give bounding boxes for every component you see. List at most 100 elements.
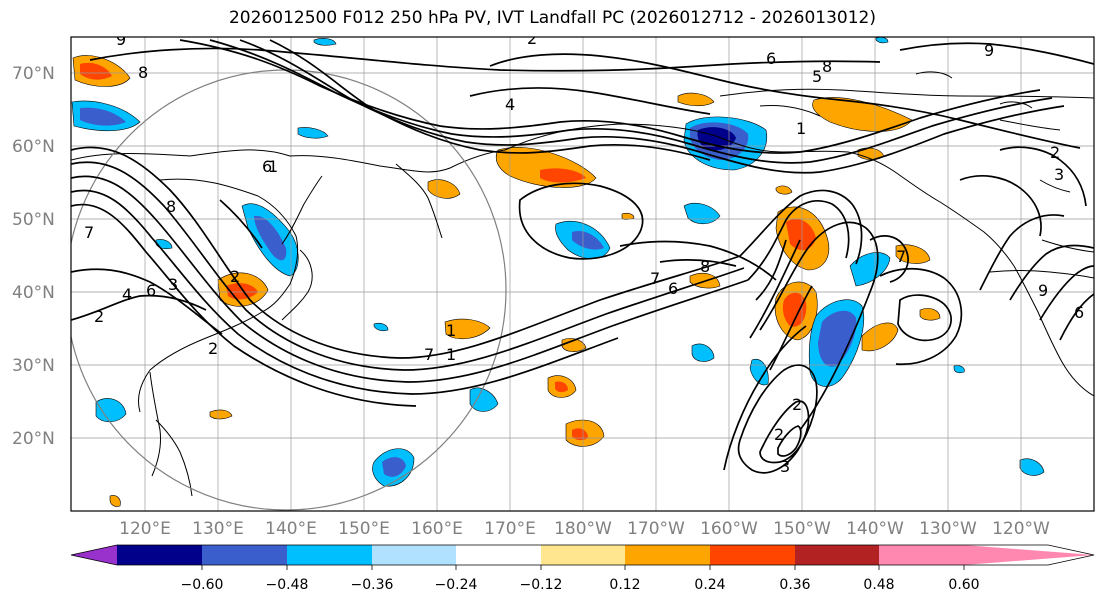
- lon-label: 150°E: [338, 519, 390, 539]
- colorbar-tick-label: −0.24: [435, 577, 478, 593]
- positive-anomaly: [919, 308, 941, 321]
- positive-anomaly: [775, 185, 793, 195]
- colorbar-tick-label: −0.48: [266, 577, 309, 593]
- negative-anomaly: [155, 239, 173, 250]
- contour-label: 9: [984, 41, 994, 60]
- colorbar-extend-high: [964, 545, 1094, 565]
- negative-anomaly: [469, 387, 499, 412]
- positive-anomaly-core: [786, 218, 816, 251]
- colorbar-segment: [456, 545, 541, 565]
- negative-anomaly: [297, 127, 329, 139]
- contour-label: 8: [138, 63, 148, 82]
- contour-label: 6: [262, 157, 272, 176]
- colorbar-extend-low: [71, 545, 117, 565]
- coastlines: [71, 71, 1094, 497]
- negative-anomaly-core: [572, 230, 604, 250]
- colorbar-segment: [710, 545, 795, 565]
- colorbar-segment: [117, 545, 202, 565]
- contour-label: 7: [650, 269, 660, 288]
- contour-label: 1: [796, 119, 806, 138]
- colorbar-tick-label: −0.12: [520, 577, 563, 593]
- contour-label: 2: [792, 395, 802, 414]
- positive-anomaly-core: [782, 292, 807, 327]
- lon-label: 160°W: [700, 519, 758, 539]
- lon-label: 140°E: [265, 519, 317, 539]
- contour-label: 8: [822, 57, 832, 76]
- contour-label: 2: [774, 425, 784, 444]
- longitude-labels: 120°E 130°E 140°E 150°E 160°E 170°E 180°…: [119, 519, 1050, 539]
- contour-label: 3: [168, 275, 178, 294]
- lon-label: 180°W: [554, 519, 612, 539]
- ivt-contours: [71, 39, 1094, 474]
- negative-anomaly: [691, 343, 715, 362]
- contour-label: 2: [208, 339, 218, 358]
- colorbar-segment: [879, 545, 964, 565]
- positive-anomaly: [677, 92, 715, 107]
- contour-label: 1: [446, 321, 456, 340]
- map-title: 2026012500 F012 250 hPa PV, IVT Landfall…: [228, 8, 876, 28]
- lon-label: 130°W: [919, 519, 977, 539]
- negative-anomaly: [95, 398, 127, 423]
- colorbar-tick-label: −0.36: [351, 577, 394, 593]
- lon-label: 170°W: [627, 519, 685, 539]
- colorbar-tick-label: 0.36: [779, 577, 810, 593]
- contour-label: 9: [1038, 281, 1048, 300]
- positive-anomaly-core: [572, 428, 588, 441]
- contour-label: 4: [505, 95, 515, 114]
- map-frame: [70, 36, 1095, 512]
- negative-anomaly: [373, 322, 389, 332]
- colorbar-segment: [202, 545, 287, 565]
- colorbar-outline: [70, 544, 1095, 566]
- negative-anomaly: [1019, 458, 1045, 476]
- colorbar-tick-label: −0.60: [181, 577, 224, 593]
- positive-anomaly: [812, 97, 913, 132]
- map-plot-area: 9 8 2 4 1 6 8 7 4 6 2 3 2 2 7 1 6 1 5 8 …: [71, 29, 1094, 511]
- contour-label: 6: [766, 49, 776, 68]
- negative-anomaly-core: [254, 215, 287, 261]
- contour-label: 1: [268, 157, 278, 176]
- lon-label: 140°W: [846, 519, 904, 539]
- lat-label: 70°N: [12, 64, 55, 84]
- colorbar-ticks: [201, 565, 965, 570]
- positive-anomaly: [895, 244, 931, 264]
- negative-anomaly: [749, 358, 769, 386]
- shaded-anomaly-layer: [71, 37, 1045, 507]
- lat-label: 50°N: [12, 210, 55, 230]
- lon-label: 150°W: [773, 519, 831, 539]
- positive-anomaly: [109, 495, 121, 507]
- lat-label: 30°N: [12, 356, 55, 376]
- lon-label: 120°W: [992, 519, 1050, 539]
- colorbar-tick-label: 0.12: [609, 577, 640, 593]
- positive-anomaly-core: [555, 381, 568, 393]
- contour-label: 6: [146, 281, 156, 300]
- lon-label: 170°E: [484, 519, 536, 539]
- contour-label: 5: [812, 67, 822, 86]
- colorbar-tick-label: 0.24: [694, 577, 725, 593]
- contour-label: 3: [780, 457, 790, 476]
- positive-anomaly-core: [80, 62, 112, 80]
- negative-anomaly-core: [382, 457, 406, 477]
- colorbar-tick-label: 0.60: [948, 577, 979, 593]
- contour-label: 2: [527, 29, 537, 48]
- negative-anomaly: [849, 252, 891, 287]
- positive-anomaly-core: [540, 168, 586, 183]
- colorbar-segment: [287, 545, 372, 565]
- negative-anomaly-core: [818, 310, 857, 367]
- contour-label: 2: [230, 267, 240, 286]
- lat-label: 60°N: [12, 137, 55, 157]
- lon-label: 130°E: [192, 519, 244, 539]
- contour-label: 2: [94, 307, 104, 326]
- contour-label: 7: [424, 345, 434, 364]
- lat-label: 20°N: [12, 429, 55, 449]
- contour-label: 6: [668, 279, 678, 298]
- contour-label: 9: [116, 30, 126, 49]
- contour-label: 4: [122, 285, 132, 304]
- colorbar-segment: [625, 545, 710, 565]
- contour-label: 6: [1074, 303, 1084, 322]
- latitude-labels: 70°N 60°N 50°N 40°N 30°N 20°N: [12, 64, 55, 449]
- negative-anomaly-core: [80, 107, 126, 126]
- contour-labels: 9 8 2 4 1 6 8 7 4 6 2 3 2 2 7 1 6 1 5 8 …: [84, 29, 1084, 476]
- colorbar-segment: [541, 545, 625, 565]
- colorbar: −0.60 −0.48 −0.36 −0.24 −0.12 0.12 0.24 …: [70, 544, 1095, 593]
- contour-label: 2: [1050, 143, 1060, 162]
